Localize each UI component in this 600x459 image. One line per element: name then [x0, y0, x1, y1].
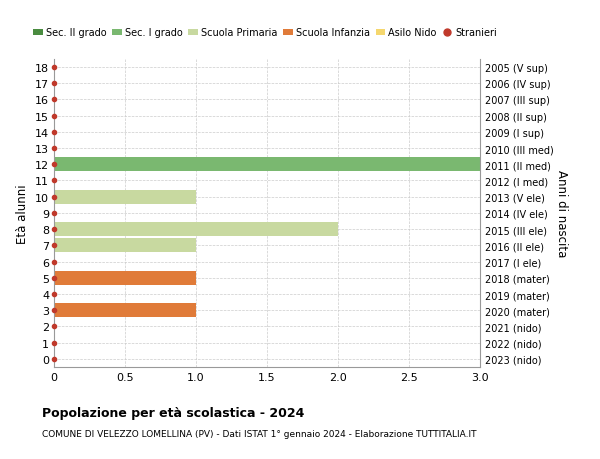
Bar — [54, 304, 196, 318]
Legend: Sec. II grado, Sec. I grado, Scuola Primaria, Scuola Infanzia, Asilo Nido, Stran: Sec. II grado, Sec. I grado, Scuola Prim… — [29, 24, 500, 42]
Bar — [54, 239, 196, 253]
Bar — [54, 190, 196, 204]
Bar — [54, 271, 196, 285]
Text: COMUNE DI VELEZZO LOMELLINA (PV) - Dati ISTAT 1° gennaio 2024 - Elaborazione TUT: COMUNE DI VELEZZO LOMELLINA (PV) - Dati … — [42, 429, 476, 438]
Y-axis label: Età alunni: Età alunni — [16, 184, 29, 243]
Y-axis label: Anni di nascita: Anni di nascita — [554, 170, 568, 257]
Bar — [54, 223, 338, 236]
Bar — [54, 158, 480, 172]
Text: Popolazione per età scolastica - 2024: Popolazione per età scolastica - 2024 — [42, 406, 304, 419]
